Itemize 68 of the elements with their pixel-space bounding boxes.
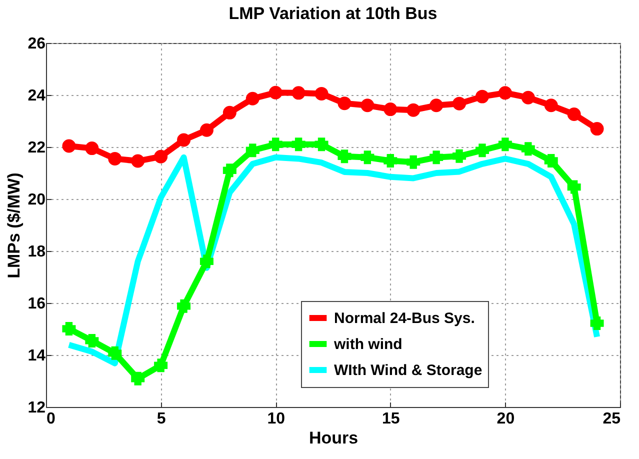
point — [154, 358, 168, 372]
point — [222, 106, 236, 120]
point — [360, 98, 374, 112]
chart-title: LMP Variation at 10th Bus — [228, 4, 438, 23]
y-tick-label: 20 — [28, 192, 46, 208]
point — [430, 98, 444, 112]
point — [314, 86, 328, 100]
point — [62, 139, 76, 153]
point — [85, 142, 99, 156]
y-tick-label: 24 — [28, 88, 46, 104]
point — [521, 90, 535, 104]
point — [567, 108, 581, 121]
point — [292, 138, 306, 152]
point — [268, 86, 282, 100]
y-tick-label: 22 — [28, 140, 46, 156]
point — [85, 334, 99, 348]
point — [544, 154, 558, 168]
point — [177, 299, 191, 313]
point — [131, 154, 145, 168]
point — [567, 180, 581, 194]
point — [384, 102, 398, 116]
x-tick-label: 5 — [156, 410, 166, 428]
x-tick-label: 10 — [267, 410, 286, 428]
point — [590, 122, 604, 136]
point — [338, 150, 352, 164]
legend-label: WIth Wind & Storage — [334, 362, 482, 379]
point — [177, 133, 191, 147]
point — [360, 150, 374, 164]
point — [292, 86, 306, 100]
point — [544, 98, 558, 112]
y-tick-label: 14 — [28, 348, 46, 364]
point — [384, 154, 398, 168]
point — [498, 86, 512, 100]
y-tick-label: 16 — [28, 296, 46, 312]
point — [200, 123, 214, 137]
point — [246, 144, 260, 158]
point — [131, 372, 145, 386]
y-tick-label: 26 — [28, 36, 46, 52]
point — [521, 142, 535, 156]
legend-label: Normal 24-Bus Sys. — [334, 310, 475, 327]
point — [154, 150, 168, 164]
x-tick-label: 15 — [382, 410, 400, 428]
point — [314, 138, 328, 152]
legend-label: with wind — [333, 336, 402, 353]
point — [338, 96, 352, 110]
point — [452, 96, 466, 110]
y-axis-title: LMPs ($/MW) — [4, 172, 24, 278]
point — [406, 155, 420, 169]
point — [222, 164, 236, 178]
point — [475, 144, 489, 158]
point — [200, 254, 214, 268]
point — [498, 138, 512, 152]
point — [246, 92, 260, 106]
point — [475, 90, 489, 104]
x-tick-label: 0 — [46, 410, 56, 428]
point — [62, 322, 76, 336]
x-axis-title: Hours — [308, 428, 358, 448]
y-tick-label: 12 — [28, 400, 46, 416]
point — [452, 149, 466, 163]
y-tick-label: 18 — [28, 244, 46, 260]
point — [406, 103, 420, 117]
x-tick-label: 20 — [496, 410, 515, 428]
point — [590, 316, 604, 330]
point — [268, 138, 282, 152]
point — [108, 152, 122, 166]
x-tick-label: 25 — [602, 410, 621, 428]
point — [430, 150, 444, 164]
point — [108, 346, 122, 360]
